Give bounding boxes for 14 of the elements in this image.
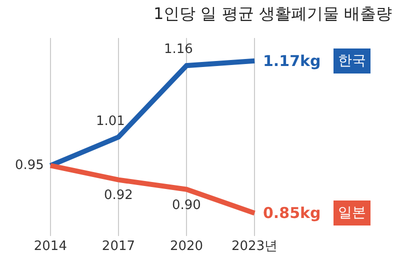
data-label: 1.01	[96, 114, 125, 129]
data-label: 0.90	[172, 198, 201, 213]
text: 일본	[338, 205, 366, 221]
data-label: 1.17kg	[263, 52, 321, 70]
text: 한국	[338, 53, 366, 69]
data-label: 0.92	[104, 188, 133, 203]
x-tick-label: 2017	[102, 239, 136, 254]
x-tick-label: 2014	[34, 239, 67, 254]
data-label: 1.16	[164, 42, 193, 57]
x-tick-label: 2023년	[232, 239, 278, 254]
chart-title: 1인당 일 평균 생활폐기물 배출량	[153, 4, 392, 24]
data-label: 0.85kg	[263, 204, 321, 222]
x-tick-label: 2020	[170, 239, 204, 254]
data-label: 0.95	[15, 158, 44, 173]
